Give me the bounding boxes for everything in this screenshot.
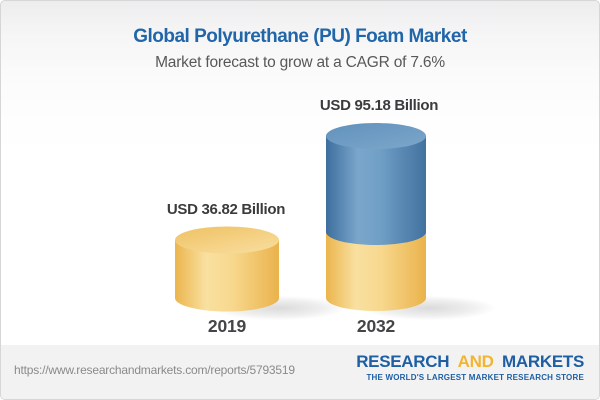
report-url-link[interactable]: https://www.researchandmarkets.com/repor… [14,363,295,377]
logo-word-markets: MARKETS [502,352,584,371]
axis-label-2032: 2032 [356,316,396,336]
footer-bar: https://www.researchandmarkets.com/repor… [1,345,599,399]
axis-label-2019: 2019 [207,316,247,336]
logo-wordmark: RESEARCH AND MARKETS [356,352,584,371]
value-label-2019: USD 36.82 Billion [166,201,286,218]
bar-2019-cylinder [175,226,279,312]
chart-subtitle: Market forecast to grow at a CAGR of 7.6… [155,54,445,71]
logo-word-research: RESEARCH [356,352,450,371]
research-and-markets-logo: RESEARCH AND MARKETS THE WORLD'S LARGEST… [356,352,584,382]
logo-tagline: THE WORLD'S LARGEST MARKET RESEARCH STOR… [366,373,584,382]
bar-2032-cylinder [326,123,426,311]
value-label-2032: USD 95.18 Billion [319,97,439,114]
logo-word-and: AND [457,352,494,371]
chart-title: Global Polyurethane (PU) Foam Market [133,26,467,47]
